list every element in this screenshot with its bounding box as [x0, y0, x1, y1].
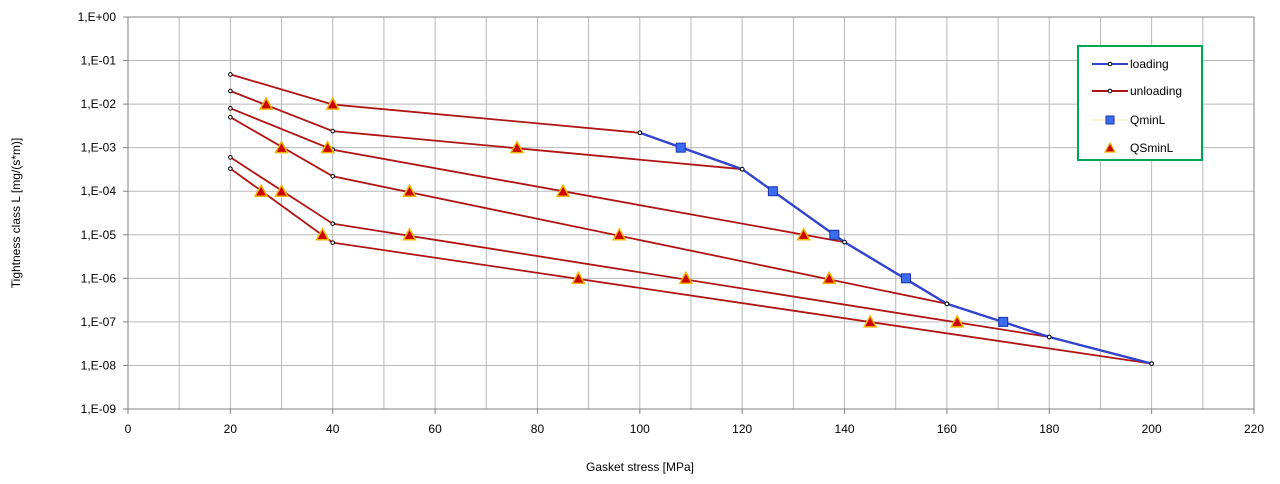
x-tick-label: 180 [1039, 422, 1059, 436]
x-tick-label: 80 [531, 422, 545, 436]
plot-area-frame [127, 16, 1255, 410]
y-tick-label: 1,E-03 [81, 141, 117, 155]
qminl-marker [675, 142, 686, 153]
unloading-point [228, 72, 233, 77]
legend-point-swatch [1107, 61, 1113, 67]
qsminl-marker [253, 183, 269, 197]
unloading-point [228, 114, 233, 120]
x-tick-label: 40 [326, 422, 340, 436]
qminl-marker [829, 229, 840, 240]
loading-point [637, 130, 643, 136]
x-tick-label: 140 [835, 422, 855, 436]
x-axis-ticks: 0 20 40 60 80 100 120 140 160 180 200 220 [125, 409, 1264, 436]
x-tick-label: 160 [937, 422, 957, 436]
loading-point [842, 239, 847, 245]
y-tick-label: 1,E-04 [81, 184, 117, 198]
x-tick-label: 120 [732, 422, 752, 436]
y-tick-label: 1,E+00 [78, 10, 117, 24]
unloading-point [330, 221, 336, 226]
unloading-point [330, 128, 336, 134]
legend-label: loading [1130, 57, 1169, 71]
qsminl-marker [402, 227, 417, 241]
qsminl-marker [320, 140, 335, 154]
qminl-marker [767, 186, 778, 197]
loading-point [944, 301, 950, 307]
y-tick-label: 1,E-05 [81, 228, 117, 242]
y-tick-label: 1,E-08 [81, 358, 117, 372]
qsminl-marker [949, 314, 965, 328]
loading-point [1046, 334, 1052, 340]
x-tick-label: 20 [224, 422, 238, 436]
qsminl-marker [612, 227, 627, 241]
y-tick-label: 1,E-09 [81, 402, 117, 416]
unloading-point [228, 88, 233, 94]
y-tick-label: 1,E-01 [81, 54, 117, 68]
unloading-point [228, 106, 233, 111]
unloading-point [228, 155, 233, 160]
x-axis-label: Gasket stress [MPa] [586, 460, 694, 474]
x-tick-label: 100 [630, 422, 650, 436]
legend-label: unloading [1130, 84, 1182, 98]
x-tick-label: 220 [1244, 422, 1264, 436]
unloading-point [330, 174, 336, 179]
legend-label: QSminL [1130, 141, 1174, 155]
qsminl-marker [862, 314, 878, 328]
qsminl-marker [315, 227, 330, 241]
grid-lines [128, 17, 1254, 409]
unloading-point [330, 240, 336, 245]
y-axis-label: Tightness class L [mg/(s*m)] [9, 138, 23, 288]
legend-label: QminL [1130, 113, 1166, 127]
y-tick-label: 1,E-02 [81, 97, 117, 111]
qsminl-marker [555, 183, 571, 197]
legend-square-swatch [1105, 115, 1115, 125]
qsminl-marker [821, 270, 837, 285]
y-axis-ticks: 1,E+00 1,E-01 1,E-02 1,E-03 1,E-04 1,E-05 1,E-… [78, 10, 128, 416]
marker-group [228, 72, 1154, 366]
qsminl-marker [274, 140, 289, 154]
qsminl-marker [678, 270, 694, 285]
qsminl-marker [571, 270, 586, 285]
x-tick-label: 200 [1142, 422, 1162, 436]
qminl-marker [998, 316, 1009, 327]
x-tick-label: 0 [125, 422, 132, 436]
unloading-point [228, 166, 233, 171]
legend-triangle-swatch [1103, 141, 1117, 153]
loading-point [739, 166, 745, 172]
y-tick-label: 1,E-07 [81, 315, 117, 329]
qsminl-marker [325, 96, 340, 110]
qsminl-marker [509, 140, 525, 154]
qsminl-marker [402, 183, 417, 197]
y-tick-label: 1,E-06 [81, 271, 117, 285]
loading-point [1149, 361, 1154, 366]
x-tick-label: 60 [428, 422, 442, 436]
legend: loading unloading QminL QSminL [1077, 45, 1203, 161]
qsminl-marker [258, 96, 274, 110]
qsminl-marker [274, 183, 289, 197]
qsminl-marker [796, 227, 811, 241]
qminl-marker [900, 273, 911, 284]
legend-point-swatch [1107, 88, 1113, 94]
loading-series-line [639, 131, 1152, 365]
